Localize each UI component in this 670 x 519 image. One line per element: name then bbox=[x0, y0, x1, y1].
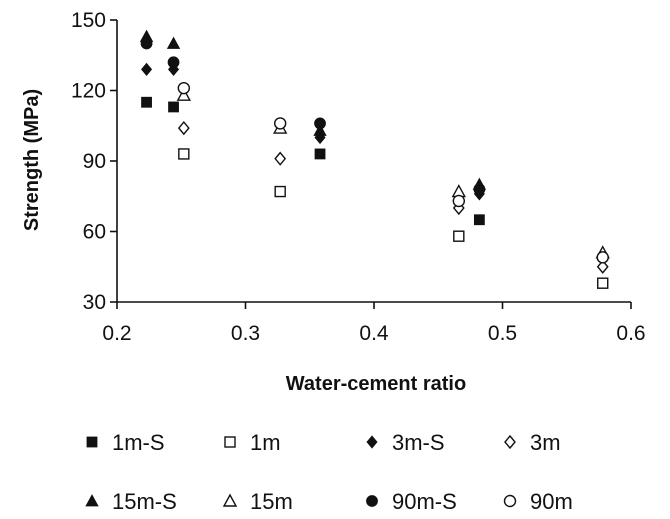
legend-marker-3m bbox=[504, 434, 516, 450]
data-point-1m bbox=[274, 185, 286, 198]
x-tick-label: 0.4 bbox=[359, 322, 389, 345]
legend-label: 15m-S bbox=[112, 489, 177, 514]
y-tick-label: 30 bbox=[83, 291, 106, 314]
y-tick-label: 60 bbox=[83, 221, 106, 244]
data-point-1m-s bbox=[141, 96, 152, 108]
legend: 1m-S 1m 3m-S 3m 15m-S 15m 90m-S 90m bbox=[85, 430, 573, 514]
data-point-15m-s bbox=[166, 36, 181, 49]
data-point-1m bbox=[597, 277, 609, 289]
legend-label: 3m-S bbox=[392, 430, 445, 455]
data-point-90m bbox=[273, 117, 287, 130]
legend-marker-90m-s bbox=[366, 495, 378, 507]
data-point-3m bbox=[596, 259, 609, 274]
data-point-90m-s bbox=[314, 117, 326, 130]
data-point-90m bbox=[452, 194, 466, 208]
legend-label: 15m bbox=[250, 489, 293, 514]
data-point-90m bbox=[596, 251, 609, 264]
data-point-3m-s bbox=[141, 62, 153, 76]
data-point-1m-s bbox=[314, 148, 326, 160]
data-point-1m-s bbox=[473, 214, 485, 226]
axes: 30 60 90 120 150 0.2 0.3 0.4 0.5 0.6 bbox=[71, 9, 646, 345]
data-point-90m-s bbox=[473, 183, 486, 196]
legend-label: 90m-S bbox=[392, 489, 457, 514]
x-tick-label: 0.3 bbox=[231, 322, 260, 345]
data-point-1m bbox=[453, 230, 465, 242]
data-points bbox=[139, 29, 610, 289]
legend-marker-3m-s bbox=[366, 435, 378, 449]
x-tick-label: 0.2 bbox=[102, 322, 131, 345]
y-tick-label: 150 bbox=[71, 9, 106, 32]
data-point-3m bbox=[177, 121, 190, 136]
y-tick-label: 90 bbox=[83, 150, 106, 173]
data-point-90m-s bbox=[167, 56, 180, 69]
data-point-15m-s bbox=[313, 123, 327, 136]
legend-label: 3m bbox=[530, 430, 561, 455]
legend-label: 90m bbox=[530, 489, 573, 514]
x-axis-title: Water-cement ratio bbox=[286, 373, 466, 395]
y-axis-title: Strength (MPa) bbox=[21, 89, 43, 231]
data-point-90m bbox=[177, 81, 191, 95]
data-point-1m-s bbox=[168, 101, 179, 113]
legend-label: 1m-S bbox=[112, 430, 165, 455]
legend-marker-15m-s bbox=[85, 494, 99, 507]
legend-label: 1m bbox=[250, 430, 281, 455]
data-point-1m bbox=[178, 148, 190, 160]
x-tick-label: 0.5 bbox=[488, 322, 517, 345]
data-point-15m bbox=[176, 87, 191, 101]
x-tick-label: 0.6 bbox=[616, 322, 645, 345]
legend-marker-1m-s bbox=[86, 436, 98, 448]
data-point-3m bbox=[274, 151, 287, 166]
legend-marker-90m bbox=[503, 494, 517, 508]
data-point-90m-s bbox=[140, 37, 153, 50]
y-tick-label: 120 bbox=[71, 80, 106, 103]
legend-marker-1m bbox=[224, 436, 236, 448]
legend-marker-15m bbox=[222, 493, 238, 507]
